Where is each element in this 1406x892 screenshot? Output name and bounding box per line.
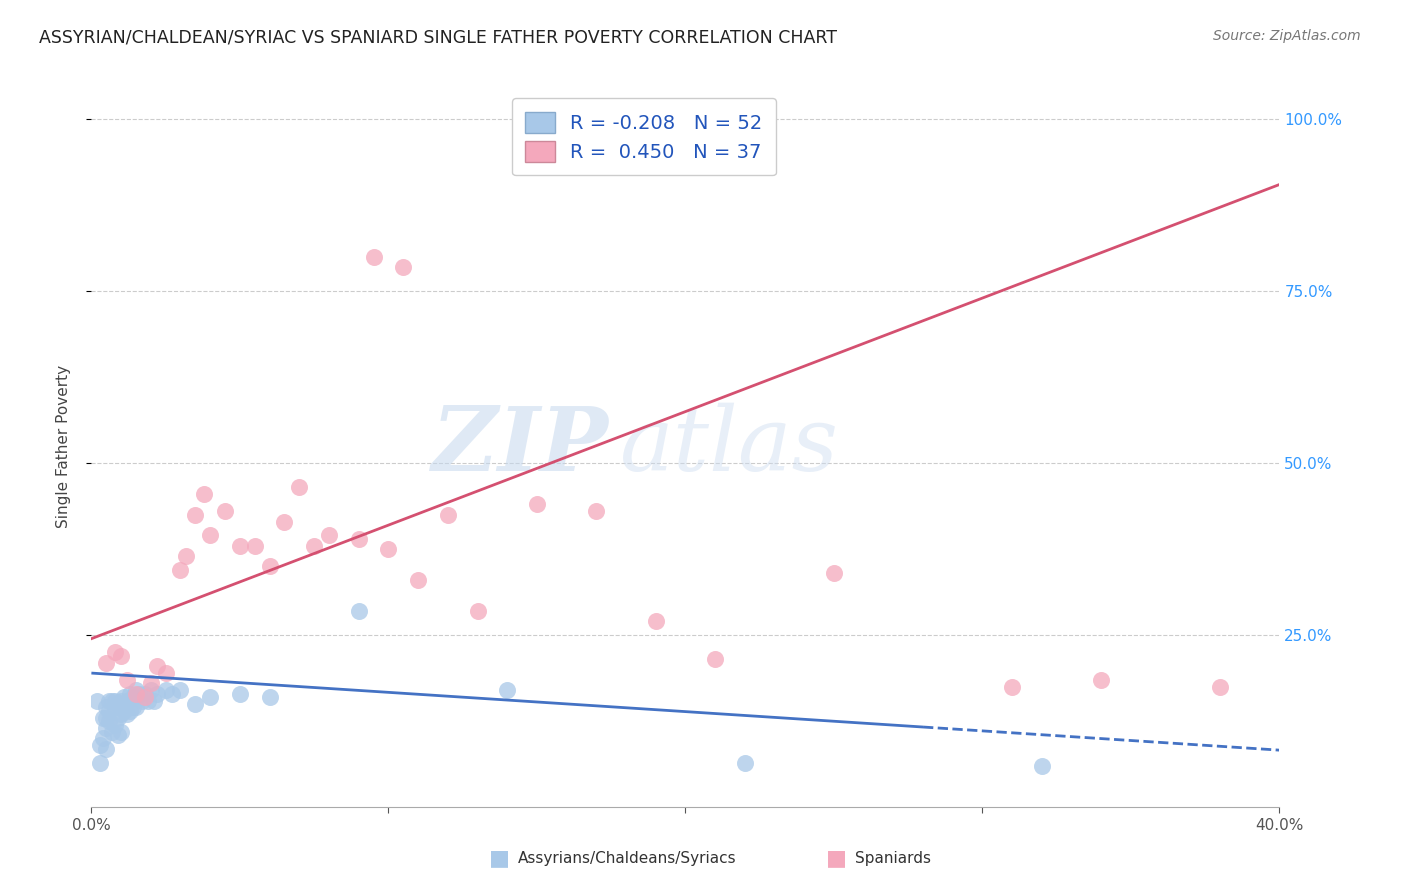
Text: Source: ZipAtlas.com: Source: ZipAtlas.com: [1213, 29, 1361, 43]
Point: [145, 659, 167, 673]
Point: [1001, 680, 1024, 694]
Point: [406, 573, 429, 587]
Text: Assyrians/Chaldeans/Syriacs: Assyrians/Chaldeans/Syriacs: [517, 851, 735, 865]
Text: Spaniards: Spaniards: [855, 851, 931, 865]
Point: [89, 739, 111, 753]
Point: [139, 683, 162, 698]
Point: [1209, 680, 1232, 694]
Point: [184, 697, 207, 711]
Point: [115, 693, 138, 707]
Point: [644, 615, 666, 629]
Point: [104, 700, 127, 714]
Point: [98, 714, 121, 729]
Point: [98, 693, 121, 707]
Point: [115, 707, 138, 722]
Point: [110, 693, 132, 707]
Point: [526, 498, 548, 512]
Point: [110, 648, 132, 663]
Point: [734, 756, 756, 770]
Point: [125, 700, 148, 714]
Text: ■: ■: [827, 848, 846, 868]
Point: [115, 673, 138, 687]
Point: [363, 250, 385, 264]
Point: [318, 528, 340, 542]
Point: [259, 690, 281, 705]
Point: [200, 528, 222, 542]
Point: [467, 604, 489, 618]
Point: [155, 666, 177, 681]
Point: [104, 693, 127, 707]
Point: [91, 711, 114, 725]
Point: [229, 539, 252, 553]
Point: [193, 487, 215, 501]
Point: [96, 741, 118, 756]
Text: ■: ■: [489, 848, 509, 868]
Text: ASSYRIAN/CHALDEAN/SYRIAC VS SPANIARD SINGLE FATHER POVERTY CORRELATION CHART: ASSYRIAN/CHALDEAN/SYRIAC VS SPANIARD SIN…: [39, 29, 838, 46]
Point: [96, 656, 118, 670]
Point: [101, 693, 124, 707]
Point: [86, 693, 108, 707]
Point: [243, 539, 266, 553]
Point: [91, 731, 114, 746]
Point: [436, 508, 458, 522]
Point: [347, 604, 370, 618]
Point: [96, 721, 118, 735]
Point: [176, 549, 198, 563]
Point: [107, 711, 129, 725]
Point: [112, 690, 135, 705]
Point: [496, 683, 519, 698]
Point: [288, 480, 311, 494]
Point: [131, 693, 153, 707]
Point: [110, 724, 132, 739]
Point: [214, 504, 236, 518]
Point: [169, 563, 191, 577]
Point: [101, 724, 124, 739]
Point: [122, 690, 145, 705]
Point: [136, 693, 159, 707]
Point: [142, 693, 165, 707]
Point: [128, 687, 150, 701]
Point: [107, 697, 129, 711]
Text: atlas: atlas: [620, 402, 839, 490]
Point: [96, 711, 118, 725]
Point: [704, 652, 727, 666]
Point: [107, 728, 129, 742]
Point: [273, 515, 295, 529]
Point: [160, 687, 183, 701]
Point: [169, 683, 191, 698]
Point: [118, 687, 141, 701]
Point: [104, 717, 127, 731]
Point: [122, 700, 145, 714]
Point: [125, 683, 148, 698]
Y-axis label: Single Father Poverty: Single Father Poverty: [56, 365, 70, 527]
Point: [155, 683, 177, 698]
Point: [104, 645, 127, 659]
Point: [347, 532, 370, 546]
Point: [1090, 673, 1112, 687]
Point: [89, 756, 111, 770]
Point: [112, 704, 135, 718]
Point: [585, 504, 607, 518]
Point: [125, 687, 148, 701]
Point: [134, 690, 156, 705]
Legend: R = -0.208   N = 52, R =  0.450   N = 37: R = -0.208 N = 52, R = 0.450 N = 37: [512, 98, 776, 176]
Text: ZIP: ZIP: [432, 403, 609, 489]
Point: [118, 704, 141, 718]
Point: [229, 687, 252, 701]
Point: [259, 559, 281, 574]
Point: [98, 704, 121, 718]
Point: [96, 700, 118, 714]
Point: [302, 539, 325, 553]
Point: [184, 508, 207, 522]
Point: [1031, 759, 1053, 773]
Point: [377, 542, 399, 557]
Point: [139, 676, 162, 690]
Point: [823, 566, 845, 581]
Point: [145, 687, 167, 701]
Point: [110, 700, 132, 714]
Point: [134, 687, 156, 701]
Point: [392, 260, 415, 274]
Point: [110, 707, 132, 722]
Point: [200, 690, 222, 705]
